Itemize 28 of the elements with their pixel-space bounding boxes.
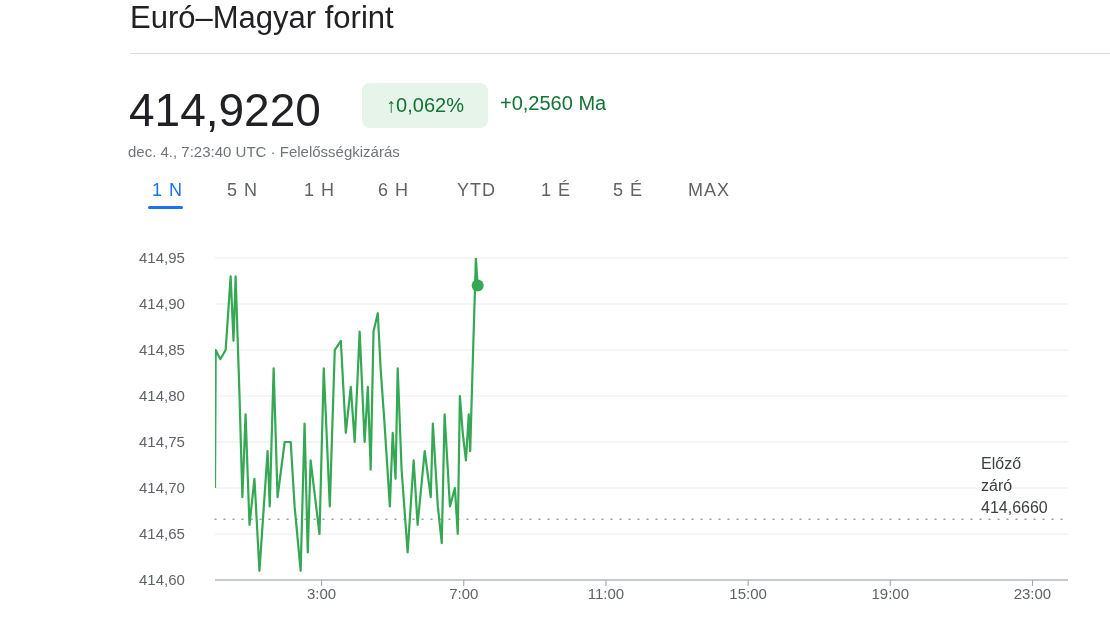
y-tick-label: 414,85 — [139, 341, 185, 359]
text: 414,9220 — [129, 83, 321, 137]
y-tick-label: 414,70 — [139, 479, 185, 497]
y-tick-label: 414,75 — [139, 433, 185, 451]
text: MAX — [688, 180, 731, 201]
y-tick-label: 414,80 — [139, 387, 185, 405]
x-tick-label: 15:00 — [729, 584, 767, 602]
y-tick-label: 414,65 — [139, 525, 185, 543]
chart-title: Euró–Magyar forint — [130, 0, 394, 36]
text: 1 É — [541, 180, 572, 201]
y-tick-label: 414,60 — [139, 571, 185, 589]
text: YTD — [457, 180, 496, 201]
x-tick-label: 7:00 — [449, 584, 479, 602]
text: 5 É — [613, 180, 644, 201]
text: dec. 4., 7:23:40 UTC · Felelősségkizárás — [128, 143, 400, 160]
x-tick-label: 19:00 — [871, 584, 910, 602]
y-tick-label: 414,90 — [139, 295, 185, 313]
text: +0,2560 Ma — [500, 92, 607, 115]
x-tick-label: 3:00 — [307, 584, 337, 602]
x-tick-label: 11:00 — [587, 584, 625, 602]
text: 1 N — [152, 180, 184, 201]
ref-line-label: Előző záró 414,6660 — [981, 455, 1048, 517]
text: 1 H — [304, 180, 336, 201]
text: 5 N — [227, 180, 259, 201]
x-tick-label: 23:00 — [1013, 584, 1052, 602]
text: ↑0,062% — [362, 83, 488, 128]
text: 6 H — [378, 180, 410, 201]
y-tick-label: 414,95 — [139, 249, 185, 267]
